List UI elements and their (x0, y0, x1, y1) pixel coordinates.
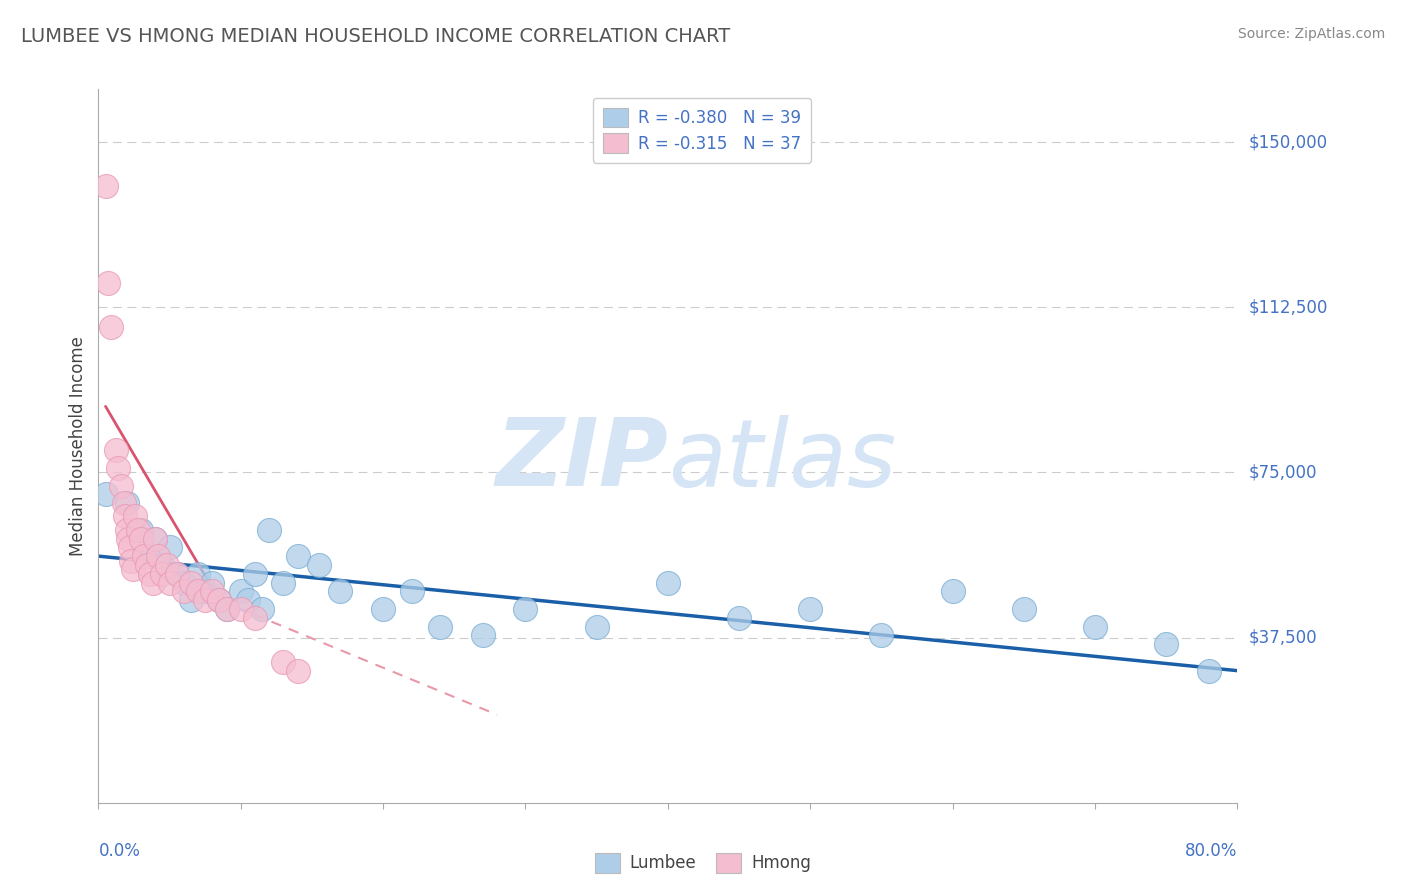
Text: atlas: atlas (668, 415, 896, 506)
Point (145, 532, 167, 546)
Point (273, 575, 295, 590)
Point (156, 558, 179, 572)
Point (287, 549, 309, 563)
Point (942, 584, 965, 599)
Point (243, 611, 266, 625)
Point (799, 602, 821, 616)
Text: 0.0%: 0.0% (98, 842, 141, 860)
Point (110, 478, 132, 492)
Point (97, 276, 120, 290)
Point (136, 549, 159, 563)
Point (107, 461, 129, 475)
Point (114, 509, 136, 524)
Text: $37,500: $37,500 (1249, 629, 1317, 647)
Point (194, 593, 217, 607)
Point (215, 602, 238, 616)
Text: ZIP: ZIP (495, 414, 668, 507)
Point (124, 509, 146, 524)
Point (401, 584, 423, 599)
Point (127, 523, 149, 537)
Point (173, 575, 195, 590)
Point (152, 566, 174, 581)
Point (585, 619, 607, 633)
Point (159, 575, 181, 590)
Text: $75,000: $75,000 (1249, 464, 1317, 482)
Text: Source: ZipAtlas.com: Source: ZipAtlas.com (1237, 27, 1385, 41)
Point (187, 566, 209, 581)
Point (243, 566, 266, 581)
Text: $112,500: $112,500 (1249, 298, 1327, 317)
Point (180, 575, 202, 590)
Point (429, 619, 451, 633)
Point (250, 602, 273, 616)
Legend: Lumbee, Hmong: Lumbee, Hmong (588, 847, 818, 880)
Point (132, 549, 155, 563)
Point (201, 584, 224, 599)
Point (308, 558, 330, 572)
Point (1198, 664, 1220, 678)
Legend: R = -0.380   N = 39, R = -0.315   N = 37: R = -0.380 N = 39, R = -0.315 N = 37 (593, 97, 811, 162)
Point (118, 541, 141, 555)
Point (100, 320, 122, 334)
Point (208, 593, 231, 607)
Text: 80.0%: 80.0% (1185, 842, 1237, 860)
Y-axis label: Median Household Income: Median Household Income (69, 336, 87, 556)
Point (215, 602, 238, 616)
Point (187, 584, 209, 599)
Point (159, 541, 181, 555)
Point (129, 532, 152, 546)
Point (259, 523, 281, 537)
Point (287, 664, 309, 678)
Point (104, 443, 127, 458)
Point (208, 593, 231, 607)
Point (173, 584, 195, 599)
Point (94, 487, 117, 501)
Point (148, 549, 170, 563)
Point (180, 593, 202, 607)
Point (166, 566, 188, 581)
Point (273, 655, 295, 669)
Point (728, 611, 751, 625)
Point (515, 602, 537, 616)
Point (1154, 637, 1177, 651)
Point (236, 593, 259, 607)
Point (373, 602, 395, 616)
Point (141, 575, 163, 590)
Point (870, 628, 893, 642)
Point (138, 566, 160, 581)
Point (1084, 619, 1107, 633)
Point (201, 575, 224, 590)
Point (229, 602, 252, 616)
Point (120, 553, 142, 567)
Point (657, 575, 679, 590)
Text: LUMBEE VS HMONG MEDIAN HOUSEHOLD INCOME CORRELATION CHART: LUMBEE VS HMONG MEDIAN HOUSEHOLD INCOME … (21, 27, 730, 45)
Point (229, 584, 252, 599)
Point (471, 628, 494, 642)
Point (94, 179, 117, 194)
Point (329, 584, 352, 599)
Point (194, 584, 217, 599)
Point (166, 566, 188, 581)
Point (1012, 602, 1035, 616)
Point (152, 558, 174, 572)
Point (115, 523, 138, 537)
Point (135, 558, 157, 572)
Point (117, 532, 139, 546)
Point (112, 496, 135, 510)
Point (145, 532, 167, 546)
Point (129, 523, 152, 537)
Point (115, 496, 138, 510)
Point (121, 562, 143, 576)
Text: $150,000: $150,000 (1249, 133, 1327, 151)
